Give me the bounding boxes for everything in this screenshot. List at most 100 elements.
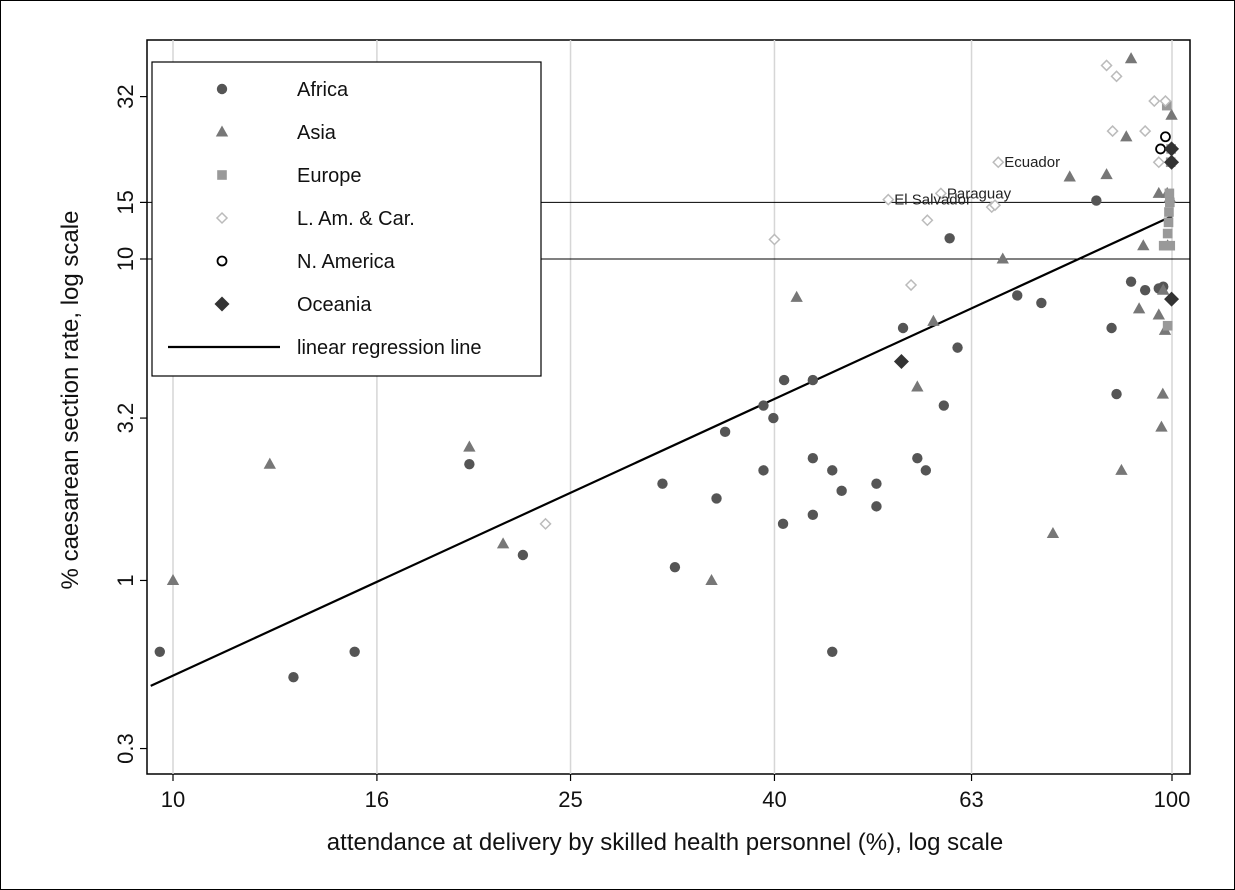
legend-marker-lamcar	[215, 211, 229, 225]
africa-point	[1012, 290, 1023, 301]
africa-point	[827, 646, 838, 657]
x-tick-label: 63	[959, 787, 983, 812]
legend: Africa Asia Europe L. Am. & Car. N. America O…	[151, 61, 542, 377]
africa-point	[871, 501, 882, 512]
lamcar-point	[1159, 94, 1172, 108]
x-tick-label: 10	[161, 787, 185, 812]
oceania-point	[1164, 291, 1180, 307]
africa-point	[768, 412, 779, 424]
legend-label-asia: Asia	[297, 122, 337, 144]
namerica-point	[1160, 131, 1171, 143]
asia-point	[1156, 387, 1169, 399]
asia-point	[1165, 108, 1178, 120]
namerica-point	[1155, 143, 1166, 155]
asia-point	[1063, 170, 1076, 182]
europe-point	[1164, 188, 1175, 199]
africa-point	[1139, 284, 1151, 296]
africa-point	[154, 646, 165, 657]
asia-point	[790, 290, 803, 302]
lamcar-point	[1106, 125, 1119, 138]
europe-point	[1165, 197, 1175, 208]
legend-label-regression: linear regression line	[297, 337, 482, 359]
x-axis-ticks: 10 16 25 40 63 100	[161, 774, 1191, 812]
regression-line	[150, 215, 1173, 687]
africa-point	[349, 646, 360, 657]
lamcar-point	[1139, 125, 1152, 138]
africa-point	[938, 400, 950, 411]
legend-label-oceania: Oceania	[297, 294, 372, 316]
africa-point	[836, 485, 847, 497]
x-axis-label: attendance at delivery by skilled health…	[327, 829, 1003, 856]
europe-point	[1165, 240, 1176, 251]
lamcar-point	[1152, 156, 1165, 169]
legend-box	[151, 61, 542, 377]
asia-point	[166, 573, 180, 586]
lamcar-point	[1110, 70, 1123, 83]
asia-point	[1124, 52, 1138, 64]
y-tick-label: 15	[113, 190, 138, 214]
annotation-label: El Salvador	[894, 192, 971, 209]
lamcar-point	[934, 187, 947, 200]
x-tick-label: 40	[762, 787, 786, 812]
lamcar-point	[1100, 59, 1113, 72]
africa-point	[952, 342, 963, 353]
europe-point	[1162, 228, 1173, 239]
europe-point	[1158, 240, 1169, 251]
asia-point	[1152, 308, 1165, 320]
lamcar-point	[904, 278, 918, 292]
regression-layer	[150, 215, 1173, 687]
asia-point	[911, 380, 924, 392]
africa-point	[1106, 322, 1117, 334]
europe-point	[1164, 207, 1174, 217]
oceania-point	[1164, 141, 1180, 157]
vertical-grid	[172, 40, 1173, 774]
asia-point	[463, 440, 476, 452]
africa-point	[871, 478, 882, 489]
y-tick-label: 1	[113, 574, 138, 586]
africa-point	[1111, 388, 1122, 400]
africa-point	[827, 465, 838, 476]
africa-point	[657, 478, 668, 489]
y-axis-ticks: 0.3 1 3.2 10 15 32	[113, 84, 147, 764]
legend-marker-namerica	[216, 255, 228, 267]
legend-label-africa: Africa	[297, 79, 349, 101]
africa-point	[669, 561, 681, 573]
africa-point	[807, 509, 819, 521]
y-axis-label: % caesarean section rate, log scale	[57, 211, 84, 590]
asia-point	[496, 537, 510, 549]
y-tick-label: 0.3	[113, 733, 138, 764]
legend-marker-asia	[215, 125, 229, 137]
asia-point	[1046, 526, 1060, 539]
asia-point	[705, 573, 718, 586]
africa-point	[1125, 276, 1137, 287]
africa-point	[777, 518, 789, 530]
asia-point	[1137, 239, 1150, 251]
africa-point	[288, 672, 299, 683]
asia-point	[1152, 186, 1165, 198]
oceania-point	[893, 353, 909, 369]
asia-point	[1100, 168, 1113, 180]
y-tick-label: 10	[113, 247, 138, 271]
africa-point	[912, 453, 923, 464]
legend-marker-africa	[216, 83, 228, 95]
africa-point	[807, 453, 819, 464]
lamcar-point	[768, 233, 781, 246]
africa-point	[1036, 297, 1047, 309]
legend-marker-oceania	[214, 296, 230, 312]
asia-point	[1157, 283, 1170, 295]
africa-point	[944, 233, 955, 244]
africa-point	[758, 465, 769, 476]
x-tick-label: 100	[1154, 787, 1191, 812]
legend-label-namerica: N. America	[297, 251, 396, 273]
europe-point	[1163, 217, 1174, 228]
legend-marker-europe	[217, 170, 227, 180]
legend-label-lamcar: L. Am. & Car.	[297, 208, 415, 230]
y-tick-label: 3.2	[113, 403, 138, 434]
points-layer	[154, 52, 1180, 683]
asia-point	[1132, 302, 1146, 314]
x-tick-label: 25	[558, 787, 582, 812]
europe-point	[1162, 320, 1173, 331]
asia-point	[1120, 130, 1133, 142]
annotation-label: Ecuador	[1004, 154, 1060, 171]
